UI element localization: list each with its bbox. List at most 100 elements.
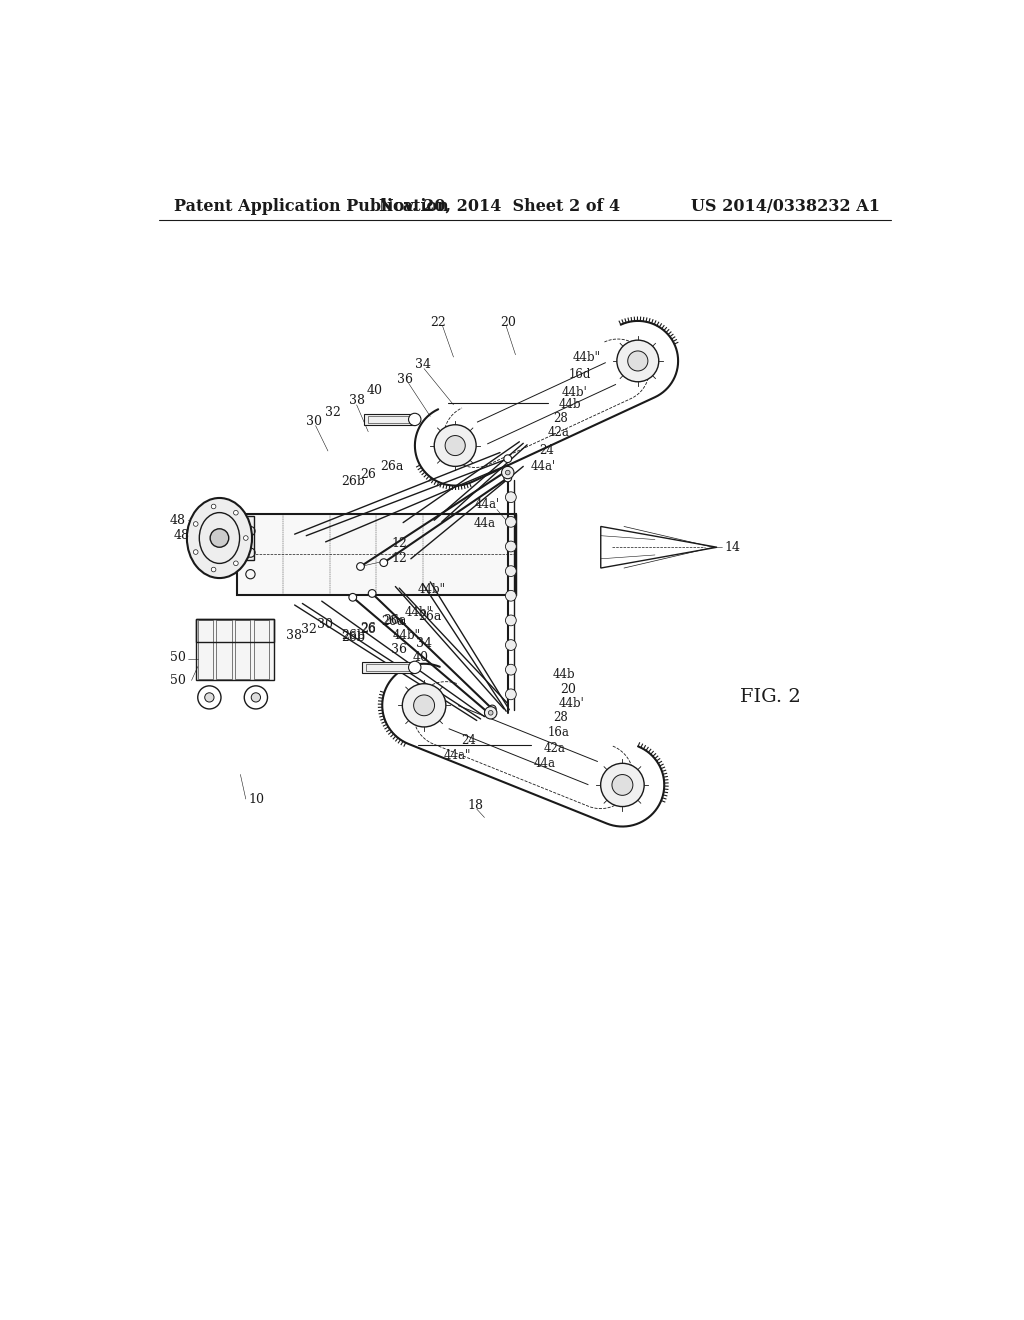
Text: 44b": 44b" (572, 351, 601, 363)
Ellipse shape (434, 425, 476, 466)
Ellipse shape (233, 511, 239, 515)
Ellipse shape (194, 521, 198, 527)
Text: 28: 28 (553, 412, 567, 425)
Ellipse shape (488, 705, 496, 713)
Text: 12: 12 (391, 552, 408, 565)
Text: 44b: 44b (559, 399, 582, 412)
Text: 36: 36 (397, 372, 414, 385)
Ellipse shape (612, 775, 633, 796)
Text: 44a: 44a (473, 517, 496, 529)
Text: FIG. 2: FIG. 2 (740, 689, 801, 706)
Bar (366, 664, 411, 671)
Bar (240, 516, 254, 560)
Bar (369, 416, 411, 424)
Ellipse shape (205, 693, 214, 702)
Ellipse shape (504, 455, 512, 462)
Text: 20: 20 (500, 315, 516, 329)
Ellipse shape (187, 498, 252, 578)
Text: 26a: 26a (380, 459, 403, 473)
Text: 44b": 44b" (393, 630, 421, 643)
Ellipse shape (506, 640, 516, 651)
Bar (197, 619, 273, 681)
Ellipse shape (369, 590, 376, 597)
Text: 42a: 42a (544, 742, 565, 755)
Ellipse shape (506, 566, 516, 577)
Text: 26: 26 (360, 622, 376, 635)
Text: 44b": 44b" (404, 606, 432, 619)
Text: 26: 26 (360, 467, 376, 480)
Text: 30: 30 (316, 618, 333, 631)
Bar (365, 414, 415, 425)
Text: 26b: 26b (341, 631, 365, 644)
Text: 26b: 26b (341, 630, 365, 643)
Text: 44a': 44a' (475, 499, 500, 511)
Ellipse shape (506, 615, 516, 626)
Ellipse shape (210, 529, 228, 548)
Text: Nov. 20, 2014  Sheet 2 of 4: Nov. 20, 2014 Sheet 2 of 4 (380, 198, 621, 215)
Bar (197, 619, 273, 642)
Bar (254, 620, 269, 678)
Ellipse shape (211, 568, 216, 572)
Text: 26a: 26a (384, 614, 408, 627)
Ellipse shape (502, 466, 514, 479)
Text: Patent Application Publication: Patent Application Publication (174, 198, 450, 215)
Text: 44b": 44b" (418, 583, 445, 597)
Ellipse shape (506, 492, 516, 503)
Ellipse shape (233, 561, 239, 565)
Text: 38: 38 (286, 630, 302, 643)
Text: 50: 50 (170, 675, 186, 686)
Text: 38: 38 (348, 395, 365, 408)
Text: 44b': 44b' (562, 385, 588, 399)
Text: 12: 12 (391, 537, 408, 550)
Ellipse shape (506, 516, 516, 527)
Text: 44a": 44a" (443, 750, 471, 763)
Text: 22: 22 (430, 315, 445, 329)
Text: 16a: 16a (548, 726, 570, 739)
Ellipse shape (616, 341, 658, 381)
Ellipse shape (484, 709, 493, 717)
Text: US 2014/0338232 A1: US 2014/0338232 A1 (691, 198, 880, 215)
Ellipse shape (601, 763, 644, 807)
Ellipse shape (409, 661, 421, 673)
Text: 18: 18 (467, 799, 483, 812)
Ellipse shape (349, 594, 356, 601)
Text: 48: 48 (174, 529, 190, 543)
Bar (198, 620, 213, 678)
Ellipse shape (211, 504, 216, 508)
Text: 44b': 44b' (559, 697, 585, 710)
Text: 26b: 26b (341, 475, 365, 488)
Ellipse shape (484, 706, 497, 719)
Text: 26a: 26a (419, 610, 442, 623)
Text: 44b: 44b (553, 668, 575, 681)
Text: 40: 40 (413, 651, 429, 664)
Text: 44a': 44a' (531, 459, 556, 473)
Text: 36: 36 (391, 643, 408, 656)
Ellipse shape (628, 351, 648, 371)
Text: 10: 10 (248, 792, 264, 805)
Text: 32: 32 (325, 407, 341, 418)
Ellipse shape (244, 536, 248, 540)
Text: 26: 26 (360, 623, 376, 636)
Ellipse shape (506, 664, 516, 675)
Bar (237, 515, 515, 595)
Text: 28: 28 (553, 711, 567, 723)
Ellipse shape (194, 549, 198, 554)
Text: 50: 50 (170, 651, 186, 664)
Text: 16d: 16d (568, 367, 591, 380)
Ellipse shape (504, 474, 512, 482)
Text: 26a: 26a (381, 615, 404, 628)
Ellipse shape (488, 710, 493, 715)
Ellipse shape (402, 684, 445, 727)
Bar (216, 620, 231, 678)
Text: 24: 24 (539, 445, 554, 458)
Text: 44a: 44a (535, 758, 556, 770)
Bar (362, 663, 415, 673)
Bar (234, 620, 251, 678)
Ellipse shape (356, 562, 365, 570)
Ellipse shape (409, 413, 421, 425)
Text: 34: 34 (416, 638, 432, 649)
Ellipse shape (506, 470, 510, 475)
Ellipse shape (504, 466, 512, 474)
Ellipse shape (506, 689, 516, 700)
Ellipse shape (506, 541, 516, 552)
